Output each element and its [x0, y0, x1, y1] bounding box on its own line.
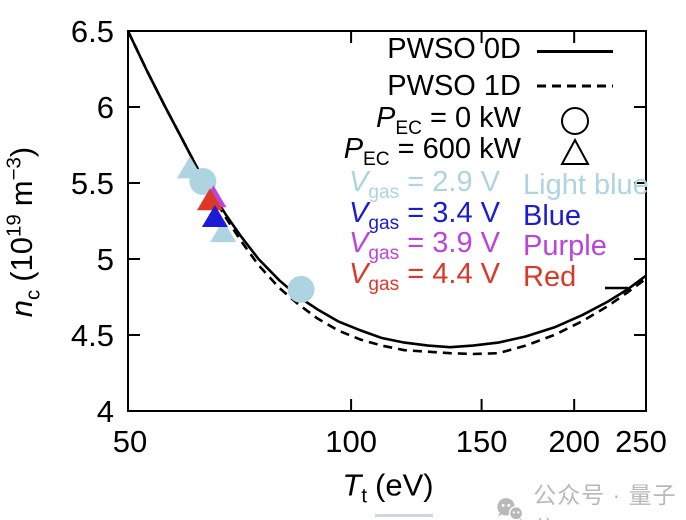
color-name-text: Light blue [523, 168, 649, 201]
underline-artifact [375, 514, 433, 517]
x-symbol-sub: t [361, 484, 368, 508]
y-unit-close: ) [4, 146, 40, 158]
y-tick-label: 5 [97, 242, 114, 277]
marker-triangle-blue [201, 204, 228, 227]
legend: PWSO 0D PWSO 1D PEC = 0 kW PEC = 600 kW Vgas… [280, 0, 675, 300]
y-tick-label: 6.5 [71, 14, 114, 49]
legend-label: PWSO 1D [387, 69, 521, 102]
color-name-text: Purple [523, 229, 607, 262]
watermark-text: 公众号 · 量子位 [533, 482, 677, 520]
legend-key-solid-line [521, 40, 613, 58]
y-axis-label: nc (1019 m−3) [3, 147, 46, 317]
x-unit: (eV) [375, 467, 434, 503]
legend-row: PWSO 0D [280, 33, 613, 65]
x-tick-label: 50 [113, 424, 147, 459]
x-tick-label: 150 [456, 424, 508, 459]
y-tick-label: 5.5 [71, 166, 114, 201]
color-name-text: Blue [523, 199, 582, 232]
legend-label: PEC = 0 kW [375, 102, 521, 139]
x-symbol: T [342, 467, 362, 503]
marker-triangle-red [196, 188, 223, 211]
color-name-text: Red [523, 260, 577, 293]
legend-label: Vgas = 3.9 V [349, 227, 500, 264]
solid-line-sample [537, 50, 613, 53]
y-unit-exp1: 19 [2, 214, 26, 237]
x-tick-label: 250 [615, 424, 667, 459]
legend-color-name: Light blue [500, 169, 649, 202]
marker-triangle-lightblue [210, 220, 237, 243]
marker-circle-lightblue [287, 275, 315, 303]
y-tick-label: 6 [97, 90, 114, 125]
y-unit-open: (10 [4, 236, 40, 282]
y-tick-label: 4 [97, 394, 114, 429]
legend-label: PWSO 0D [387, 32, 521, 65]
legend-row: Vgas = 4.4 V Red [280, 258, 576, 295]
y-unit-mid: m [4, 180, 40, 207]
legend-row: Vgas = 2.9 V Light blue [280, 166, 649, 203]
circle-marker-sample [561, 107, 589, 135]
x-axis-label: Tt (eV) [342, 467, 433, 508]
wechat-icon [497, 498, 524, 520]
legend-color-name: Purple [500, 230, 607, 263]
legend-row: Vgas = 3.9 V Purple [280, 227, 607, 264]
legend-row: PEC = 0 kW [280, 102, 593, 139]
legend-color-name: Red [500, 261, 576, 294]
x-tick-label: 100 [325, 424, 377, 459]
plot-frame [127, 30, 647, 412]
legend-label: Vgas = 3.4 V [349, 197, 500, 234]
y-unit-exp2: −3 [2, 157, 26, 181]
legend-key-dashed-line [521, 77, 631, 95]
legend-key-circle [521, 105, 593, 137]
y-tick-label: 4.5 [71, 318, 114, 353]
legend-row: PWSO 1D [280, 70, 631, 102]
legend-color-name: Blue [500, 200, 581, 233]
legend-key-triangle [521, 136, 593, 168]
x-tick-label: 200 [548, 424, 600, 459]
dashed-line-sample [537, 84, 613, 88]
y-symbol-sub: c [21, 289, 45, 300]
legend-row: PEC = 600 kW [280, 133, 593, 170]
y-symbol: n [4, 299, 40, 318]
legend-label: Vgas = 2.9 V [349, 166, 500, 203]
marker-circle-lightblue [189, 167, 217, 195]
legend-label: PEC = 600 kW [343, 133, 521, 170]
watermark: 公众号 · 量子位 [496, 476, 686, 520]
legend-label: Vgas = 4.4 V [349, 258, 500, 295]
legend-row: Vgas = 3.4 V Blue [280, 197, 581, 234]
triangle-marker-sample [560, 137, 590, 165]
